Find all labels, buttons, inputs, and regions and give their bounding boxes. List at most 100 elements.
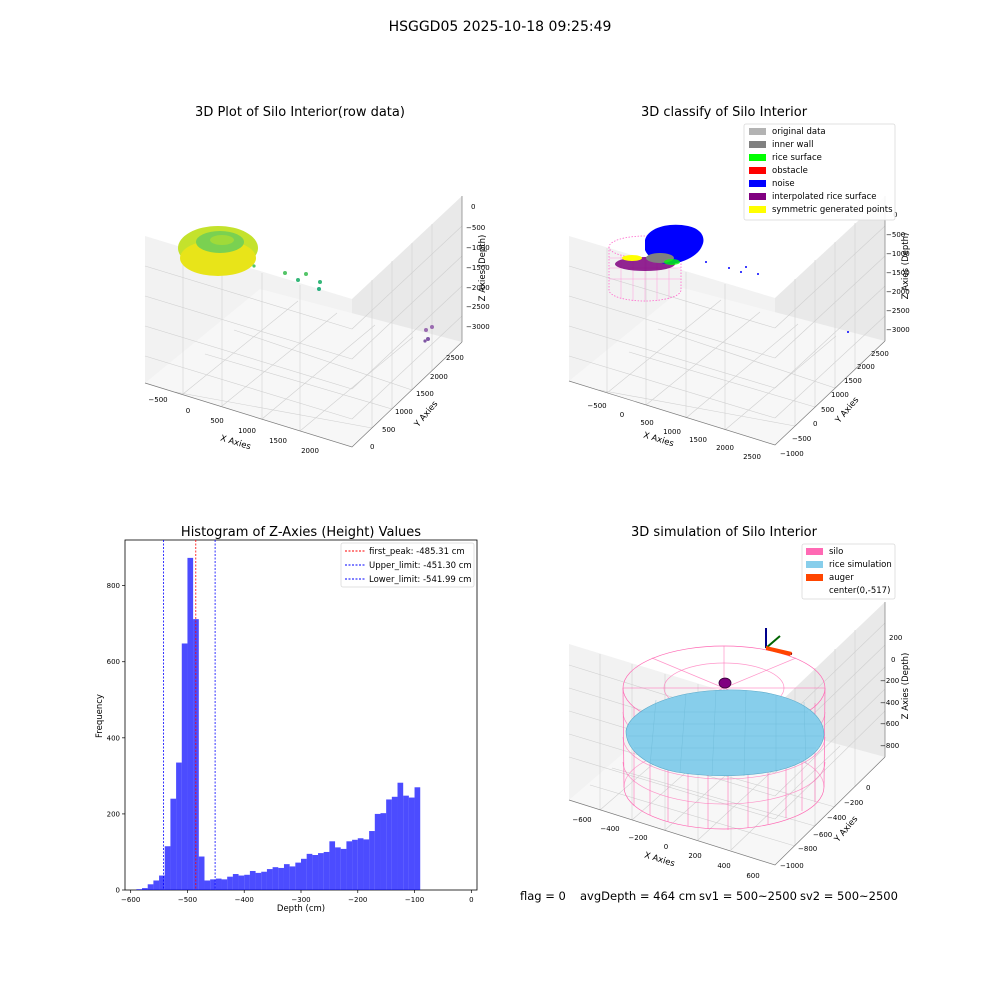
hist-bar bbox=[352, 839, 358, 890]
classify-noise-point bbox=[757, 273, 759, 275]
classify-ytick: 1000 bbox=[831, 391, 849, 399]
raw-xlabel: X Axies bbox=[219, 434, 252, 453]
sim-legend-frame bbox=[801, 543, 896, 600]
hist-legend-lower-limit: Lower_limit: -541.99 cm bbox=[369, 575, 471, 585]
classify-ytick: −500 bbox=[792, 435, 811, 443]
hist-bar bbox=[301, 858, 307, 890]
classify-xtick: −500 bbox=[587, 402, 606, 410]
sim-auger-axis-y bbox=[765, 635, 781, 649]
sim-xtick: 400 bbox=[717, 862, 730, 870]
hist-bar bbox=[272, 867, 279, 890]
panel-classify: 3D classify of Silo Interior bbox=[568, 105, 911, 461]
raw-scatter-point bbox=[318, 280, 322, 284]
hist-bar bbox=[312, 855, 319, 890]
sim-zlabel: Z Axies (Depth) bbox=[901, 653, 911, 720]
hist-bar bbox=[408, 797, 415, 890]
hist-bar bbox=[198, 856, 205, 890]
raw-rice-ring-center bbox=[210, 235, 234, 245]
sim-ytick: 0 bbox=[866, 784, 870, 792]
sim-legend-swatch-auger bbox=[806, 574, 823, 581]
sim-xtick: −200 bbox=[628, 834, 647, 842]
classify-ytick: −1000 bbox=[780, 450, 804, 458]
sim-center-marker bbox=[718, 677, 732, 689]
panel-raw-data: 3D Plot of Silo Interior(row data) bbox=[144, 105, 490, 455]
hist-bar bbox=[346, 841, 353, 890]
hist-ytick-label: 600 bbox=[107, 658, 120, 666]
raw-scatter-point bbox=[296, 278, 300, 282]
sim-legend-label-center: center(0,-517) bbox=[829, 586, 890, 596]
classify-ytick: 500 bbox=[821, 406, 834, 414]
sim-legend-label-silo: silo bbox=[829, 547, 843, 557]
figure-suptitle: HSGGD05 2025-10-18 09:25:49 bbox=[389, 19, 612, 35]
hist-xtick-label: −200 bbox=[348, 896, 367, 904]
hist-xtick-label: 0 bbox=[469, 896, 473, 904]
raw-gridlines bbox=[144, 224, 463, 432]
sim-legend-label-auger: auger bbox=[829, 573, 854, 583]
classify-legend: original data inner wall rice surface ob… bbox=[743, 123, 896, 221]
classify-ztick: −1000 bbox=[886, 250, 910, 258]
raw-xtick: 2000 bbox=[301, 447, 319, 455]
raw-xtick: −500 bbox=[148, 396, 167, 404]
sim-silo-left-wall bbox=[622, 687, 625, 788]
hist-bar bbox=[187, 557, 194, 890]
hist-legend-upper-limit: Upper_limit: -451.30 cm bbox=[369, 561, 472, 571]
hist-bar bbox=[295, 862, 301, 890]
classify-ytick: 0 bbox=[813, 420, 817, 428]
classify-symmetric-points bbox=[622, 255, 642, 261]
sim-tick-labels: −600 −400 −200 0 200 400 600 0 −200 −400… bbox=[572, 634, 902, 880]
raw-deep-point bbox=[424, 328, 428, 332]
hist-bar bbox=[283, 864, 290, 890]
sim-rice-surface bbox=[625, 689, 825, 777]
sim-title: 3D simulation of Silo Interior bbox=[631, 525, 818, 540]
sim-xtick: −400 bbox=[600, 825, 619, 833]
sim-ytick: −200 bbox=[844, 799, 863, 807]
hist-ylabel: Frequency bbox=[95, 694, 105, 738]
classify-noise-point bbox=[728, 267, 730, 269]
sim-ytick: −600 bbox=[813, 831, 832, 839]
sim-legend-swatch-rice bbox=[806, 561, 823, 568]
hist-bar bbox=[215, 878, 222, 890]
classify-axis-edges bbox=[568, 340, 886, 446]
raw-scatter-point bbox=[304, 272, 308, 276]
hist-bar bbox=[369, 831, 375, 890]
panel-classify-title: 3D classify of Silo Interior bbox=[641, 105, 808, 120]
hist-legend-frame bbox=[340, 542, 475, 588]
raw-zlabel: Z Axies (Depth) bbox=[478, 235, 488, 302]
hist-bar bbox=[204, 880, 211, 890]
hist-bar bbox=[306, 853, 313, 890]
classify-xtick: 2500 bbox=[743, 453, 761, 461]
legend-label-original-data: original data bbox=[772, 127, 826, 137]
hist-title: Histogram of Z-Axies (Height) Values bbox=[181, 525, 421, 540]
classify-ztick: −2500 bbox=[886, 307, 910, 315]
raw-ztick: −3000 bbox=[466, 323, 490, 331]
legend-swatch-inner-wall bbox=[749, 141, 766, 148]
raw-ytick: 1500 bbox=[416, 390, 434, 398]
raw-ytick: 0 bbox=[370, 443, 374, 451]
sim-ztick: −800 bbox=[880, 742, 899, 750]
legend-swatch-interpolated bbox=[749, 193, 766, 200]
classify-xtick: 500 bbox=[640, 419, 653, 427]
hist-bar bbox=[159, 875, 165, 890]
sim-xtick: 600 bbox=[746, 872, 759, 880]
hist-bar bbox=[329, 841, 336, 890]
classify-ytick: 2500 bbox=[871, 350, 889, 358]
classify-ztick: −2000 bbox=[886, 288, 910, 296]
classify-noise-point bbox=[705, 261, 707, 263]
classify-pane-floor bbox=[569, 288, 885, 445]
footer-status: flag = 0 avgDepth = 464 cm sv1 = 500~250… bbox=[520, 889, 898, 903]
legend-swatch-original-data bbox=[749, 128, 766, 135]
hist-xtick-label: −600 bbox=[121, 896, 140, 904]
hist-legend: first_peak: -485.31 cm Upper_limit: -451… bbox=[340, 542, 475, 588]
raw-ztick: −2000 bbox=[466, 284, 490, 292]
legend-swatch-noise bbox=[749, 180, 766, 187]
sim-ytick: −1000 bbox=[780, 862, 804, 870]
raw-ztick: −1000 bbox=[466, 244, 490, 252]
hist-bar bbox=[255, 872, 262, 890]
raw-scatter-point bbox=[252, 264, 256, 268]
raw-ztick: 0 bbox=[471, 203, 475, 211]
classify-gridlines bbox=[568, 223, 886, 431]
hist-ytick-label: 0 bbox=[116, 887, 120, 895]
raw-deep-point bbox=[426, 337, 430, 341]
sim-legend-label-rice: rice simulation bbox=[829, 560, 892, 570]
classify-noise-point bbox=[740, 271, 742, 273]
